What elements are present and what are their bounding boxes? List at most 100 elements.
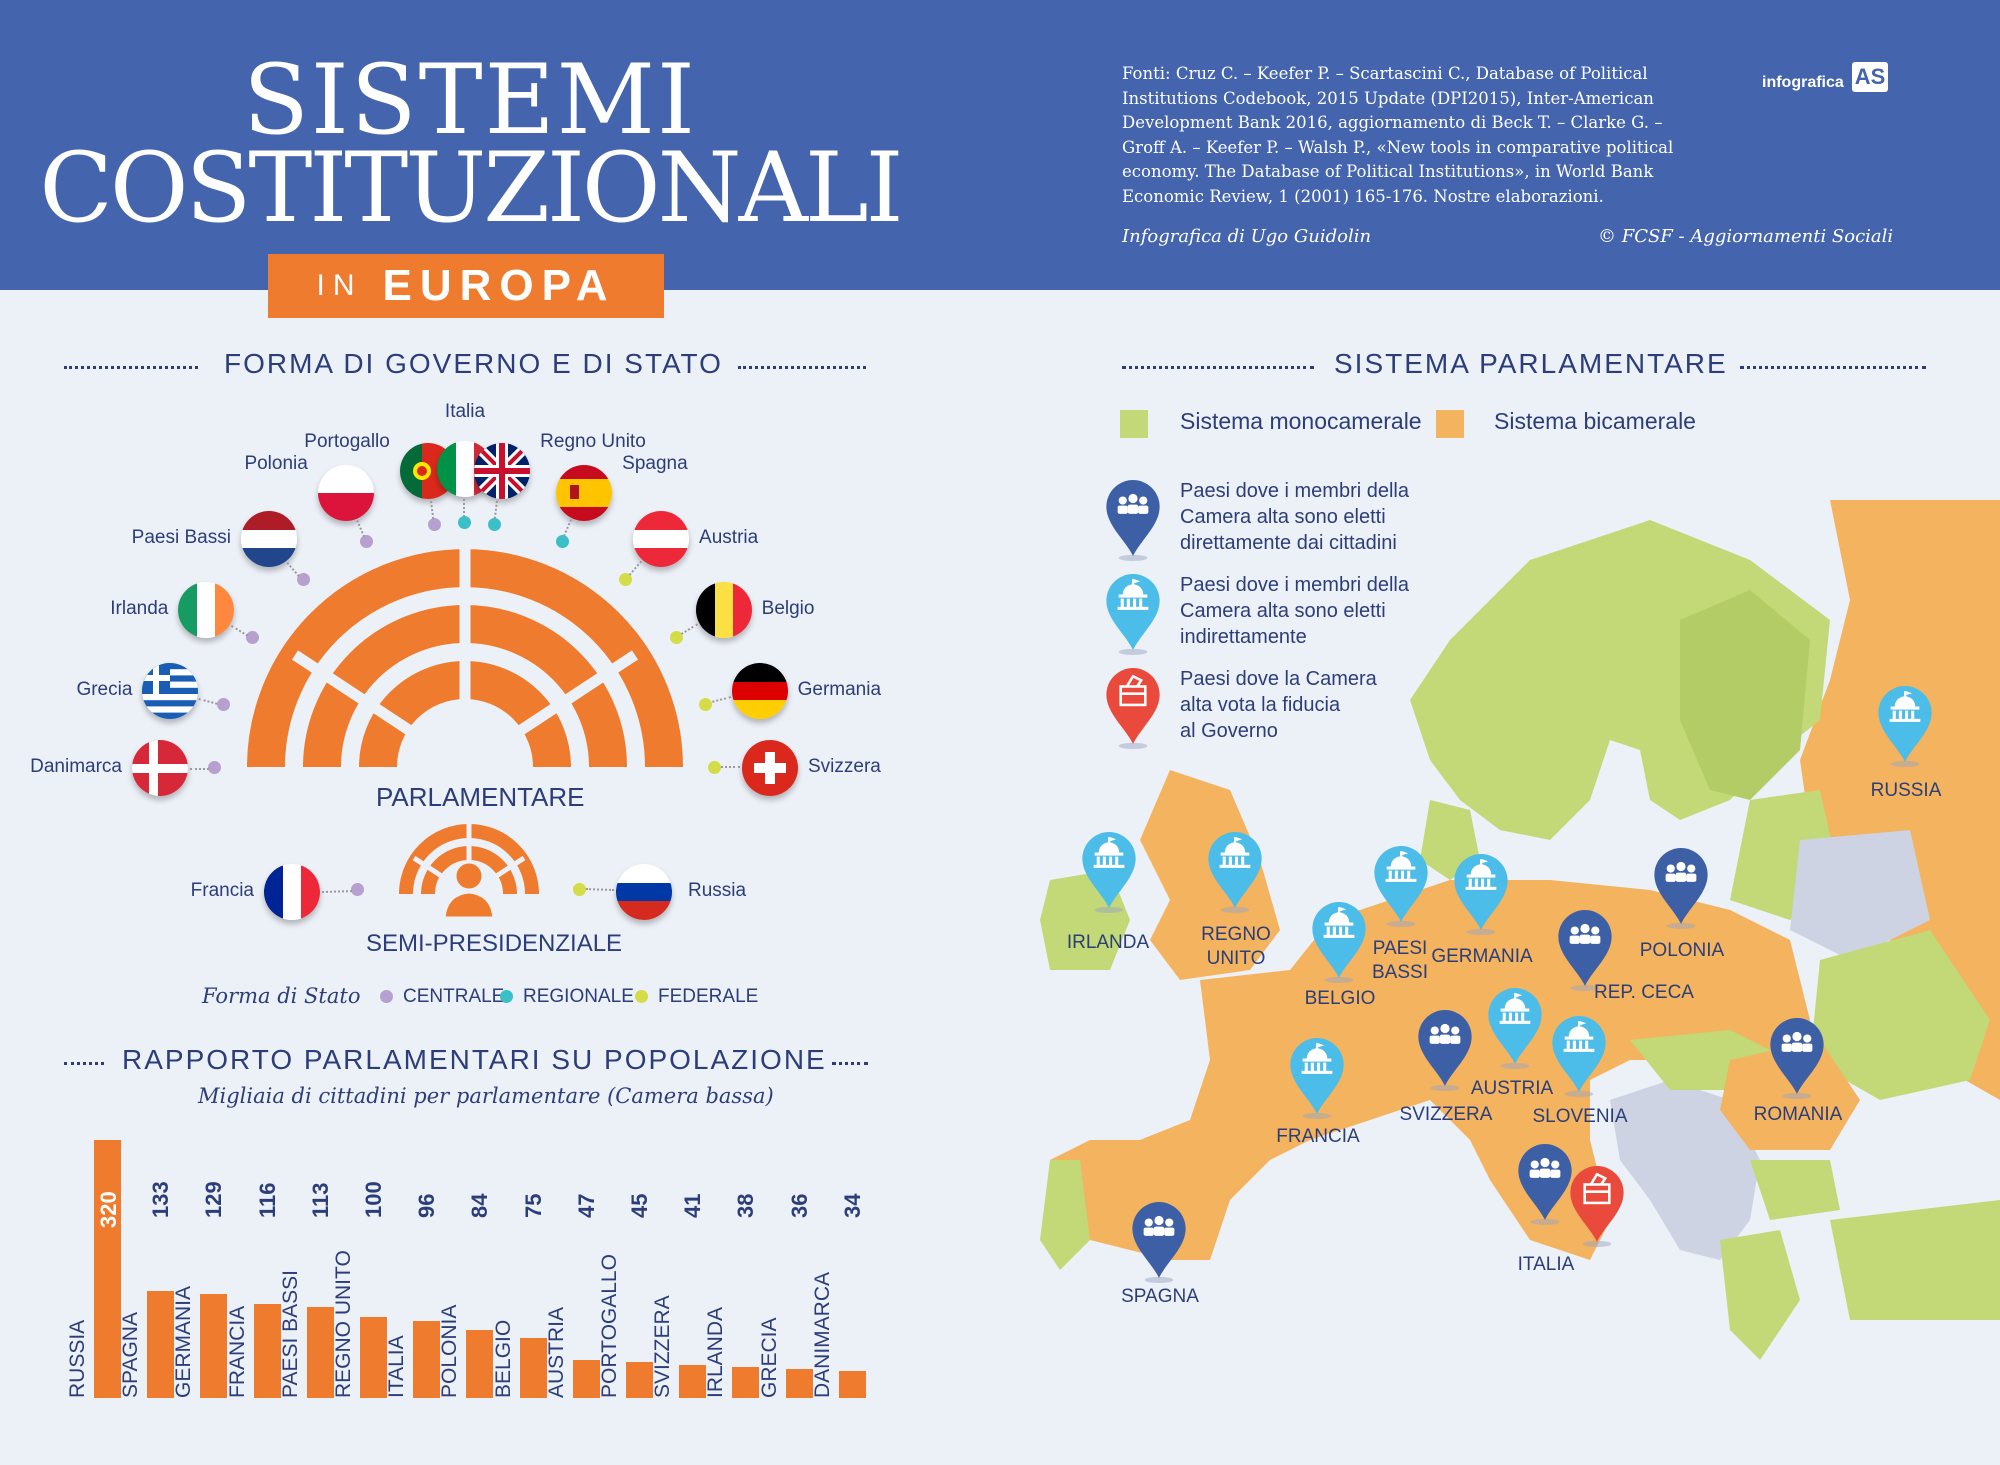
- logo-text: infografica: [1762, 74, 1844, 91]
- map-continent: [1050, 880, 1810, 1260]
- forma-title: FORMA DI GOVERNO E DI STATO: [224, 348, 723, 379]
- pin-indirect-parliament-icon: [1876, 684, 1934, 773]
- pin-legend-text: Camera alta sono eletti: [1180, 506, 1386, 528]
- people-icon: [1104, 478, 1162, 567]
- map-russia: [1800, 500, 2000, 1100]
- semipres-label: SEMI-PRESIDENZIALE: [366, 930, 623, 957]
- europe-map: [1040, 500, 2000, 1360]
- country-label: Belgio: [761, 597, 815, 619]
- sources-line: Groff A. – Keefer P. – Walsh P., «New to…: [1122, 137, 1674, 157]
- bar: [572, 1360, 600, 1398]
- state-dot-regionale: [488, 517, 502, 531]
- state-dot-centrale: [245, 631, 259, 645]
- legend-label-federale: FEDERALE: [658, 986, 759, 1007]
- pin-legend-text: direttamente dai cittadini: [1180, 532, 1397, 554]
- map-bulgaria: [1750, 1160, 1840, 1220]
- map-country-label: REGNO: [1201, 924, 1271, 945]
- sources-line: economy. The Database of Political Insti…: [1122, 162, 1654, 181]
- country-label: Portogallo: [304, 431, 390, 453]
- map-portugal: [1040, 1160, 1090, 1270]
- bar-category-label: PAESI BASSI: [278, 1270, 302, 1398]
- state-dot-centrale: [360, 535, 374, 549]
- map-country-label: ROMANIA: [1753, 1104, 1843, 1125]
- bar: [626, 1361, 653, 1398]
- flag-belgium-icon: [695, 581, 752, 638]
- country-label: Svizzera: [808, 756, 881, 777]
- map-country-label: BASSI: [1372, 962, 1428, 983]
- pin-legend-text: indirettamente: [1180, 626, 1307, 648]
- pin-direct-people-icon: [1130, 1200, 1188, 1289]
- connector-line: [563, 519, 573, 537]
- pin-indirect-parliament-icon: [1288, 1036, 1346, 1125]
- bar-category-label: SVIZZERA: [651, 1295, 675, 1398]
- bar-category-label: RUSSIA: [66, 1319, 89, 1398]
- state-dot-federale: [699, 697, 713, 711]
- bar: [466, 1330, 494, 1398]
- bar: [413, 1320, 441, 1398]
- sources-line: Development Bank 2016, aggiornamento di …: [1122, 113, 1663, 132]
- flag-spain-icon: [556, 464, 613, 521]
- sources-line: Fonti: Cruz C. – Keefer P. – Scartascini…: [1122, 64, 1648, 83]
- bar: [519, 1337, 547, 1398]
- legend-bi-label: Sistema bicamerale: [1494, 408, 1696, 434]
- divider-dots: [1122, 366, 1314, 369]
- state-dot-regionale: [555, 535, 569, 549]
- title-line-2: COSTITUZIONALI: [39, 132, 903, 244]
- country-label: Italia: [444, 401, 486, 423]
- bar-category-label: DANIMARCA: [810, 1271, 834, 1398]
- pin-indirect-parliament-icon: [1372, 844, 1430, 933]
- map-country-label: ITALIA: [1517, 1254, 1575, 1275]
- bar-value-label: 41: [680, 1193, 706, 1218]
- map-country-label: AUSTRIA: [1470, 1078, 1554, 1099]
- map-country-label: SPAGNA: [1121, 1286, 1199, 1307]
- state-dot-federale: [573, 883, 586, 896]
- state-dot-federale: [618, 573, 632, 587]
- bar: [200, 1293, 228, 1398]
- flag-greece-icon: [142, 662, 199, 719]
- map-country-label: GERMANIA: [1431, 946, 1533, 967]
- map-greece: [1720, 1230, 1800, 1360]
- bar-value-label: 116: [254, 1182, 280, 1219]
- pin-indirect-parliament-icon: [1080, 830, 1138, 919]
- flag-russia-icon: [616, 864, 672, 920]
- pin-legend-text: Camera alta sono eletti: [1180, 600, 1386, 622]
- pin-legend-text: Paesi dove la Camera: [1180, 668, 1377, 690]
- country-label: Irlanda: [110, 597, 169, 619]
- subtitle-region: EUROPA: [382, 261, 616, 310]
- pin-direct-people-icon: [1516, 1142, 1574, 1231]
- pin-legend-text: alta vota la fiducia: [1180, 694, 1341, 716]
- map-country-label: POLONIA: [1639, 940, 1725, 961]
- country-label: Russia: [688, 880, 747, 901]
- map-country-label: PAESI: [1372, 938, 1428, 959]
- rapporto-title: RAPPORTO PARLAMENTARI SU POPOLAZIONE: [122, 1044, 827, 1075]
- flag-germany-icon: [731, 662, 788, 719]
- legend-swatch-mono: [1120, 410, 1148, 438]
- country-label: Danimarca: [30, 756, 122, 777]
- state-dot-centrale: [427, 517, 441, 531]
- divider-dots: [832, 1062, 868, 1065]
- rapporto-subtitle: Migliaia di cittadini per parlamentare (…: [198, 1084, 774, 1108]
- pin-indirect-parliament-icon: [1550, 1014, 1608, 1103]
- connector-line: [711, 696, 731, 704]
- bar: [679, 1364, 707, 1398]
- logo-mark-icon: AS: [1852, 62, 1888, 92]
- semipresidential-icon: [398, 824, 540, 918]
- flag-denmark-icon: [132, 740, 188, 796]
- copyright-text: © FCSF - Aggiornamenti Sociali: [1598, 226, 1894, 247]
- sources-text: Fonti: Cruz C. – Keefer P. – Scartascini…: [1122, 62, 1682, 209]
- country-label: Paesi Bassi: [131, 527, 231, 549]
- bar: [838, 1370, 866, 1398]
- country-label: Regno Unito: [540, 431, 646, 453]
- state-dot-centrale: [351, 883, 364, 896]
- bar: [306, 1306, 334, 1398]
- legend-swatch-bi: [1436, 410, 1464, 438]
- flag-france-icon: [264, 864, 320, 920]
- parlamentare-label: PARLAMENTARE: [376, 782, 585, 812]
- divider-dots: [64, 366, 198, 369]
- flag-poland-icon: [317, 464, 374, 521]
- bar-value-label: 129: [201, 1181, 227, 1218]
- pin-direct-people-icon: [1416, 1008, 1474, 1097]
- map-uk: [1140, 770, 1280, 980]
- legend-dot-centrale: [380, 990, 393, 1003]
- bar: [94, 1140, 121, 1398]
